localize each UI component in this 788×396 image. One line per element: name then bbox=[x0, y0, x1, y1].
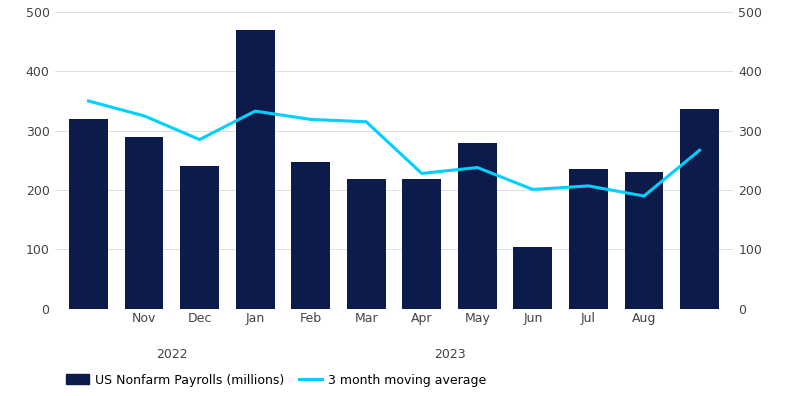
Text: 2023: 2023 bbox=[433, 348, 466, 361]
Bar bbox=[292, 162, 330, 309]
Bar bbox=[569, 169, 608, 309]
Bar bbox=[125, 137, 163, 309]
Bar bbox=[180, 166, 219, 309]
Legend: US Nonfarm Payrolls (millions), 3 month moving average: US Nonfarm Payrolls (millions), 3 month … bbox=[61, 369, 492, 392]
Bar bbox=[347, 179, 385, 309]
Bar bbox=[514, 246, 552, 309]
Text: 2022: 2022 bbox=[156, 348, 188, 361]
Bar bbox=[458, 143, 496, 309]
Bar bbox=[69, 119, 108, 309]
Bar bbox=[403, 179, 441, 309]
Bar bbox=[625, 172, 663, 309]
Bar bbox=[236, 30, 274, 309]
Bar bbox=[680, 109, 719, 309]
